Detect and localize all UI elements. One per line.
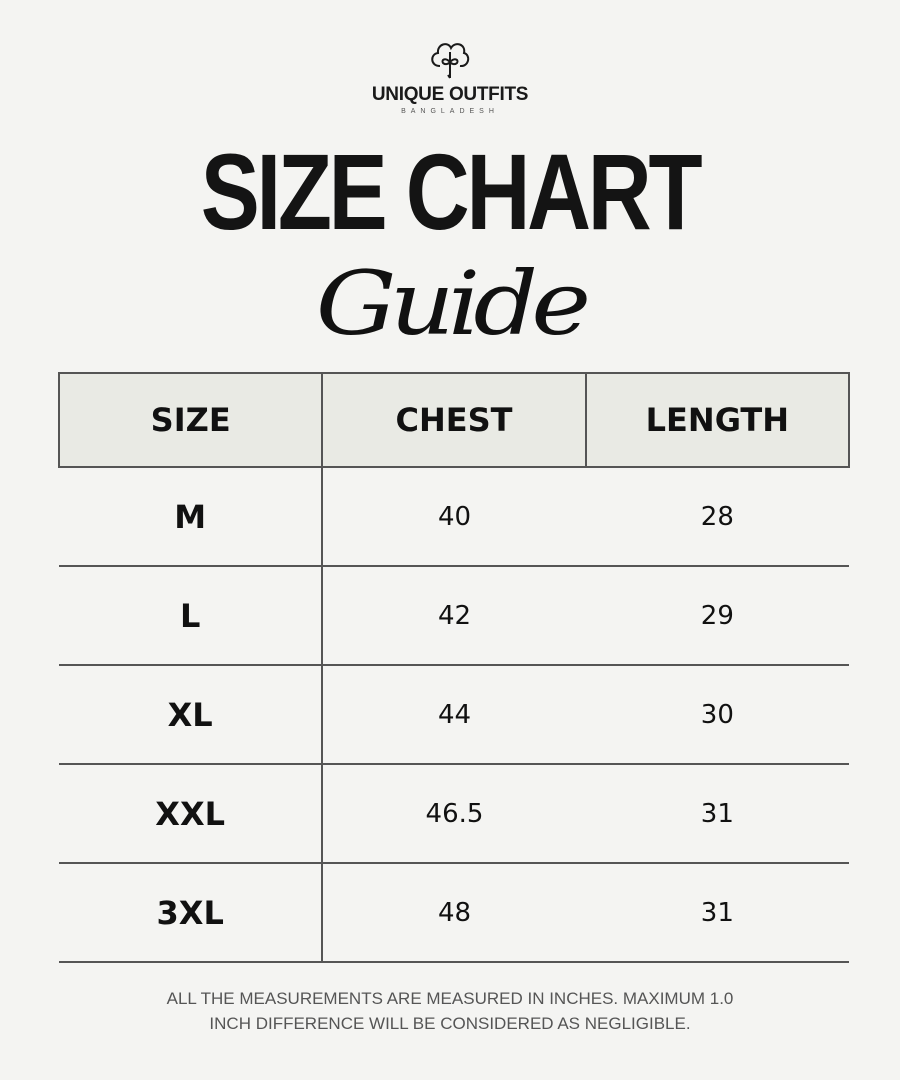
length-cell: 28 bbox=[585, 466, 849, 567]
table-header-row: SIZE CHEST LENGTH bbox=[57, 372, 851, 468]
cotton-flower-icon bbox=[431, 43, 470, 79]
page-subtitle-script: Guide bbox=[315, 252, 591, 355]
footer-line-1: ALL THE MEASUREMENTS ARE MEASURED IN INC… bbox=[166, 989, 734, 1008]
brand-logo: UNIQUE OUTFITS BANGLADESH bbox=[0, 40, 900, 116]
size-cell: M bbox=[59, 466, 324, 567]
size-table: SIZE CHEST LENGTH M 40 28 L 42 29 XL 44 30 XXL 46.… bbox=[57, 372, 851, 963]
brand-subtitle: BANGLADESH bbox=[401, 108, 499, 115]
size-cell: XXL bbox=[59, 763, 324, 864]
header-size: SIZE bbox=[57, 372, 324, 468]
table-row: L 42 29 bbox=[59, 565, 849, 666]
chest-cell: 44 bbox=[322, 664, 586, 765]
table-row: M 40 28 bbox=[59, 466, 849, 567]
brand-name: UNIQUE OUTFITS bbox=[371, 84, 529, 105]
page-title: SIZE CHART bbox=[200, 131, 703, 252]
size-cell: L bbox=[59, 565, 324, 666]
chest-cell: 42 bbox=[322, 565, 586, 666]
footer-note: ALL THE MEASUREMENTS ARE MEASURED IN INC… bbox=[0, 986, 900, 1036]
table-row: 3XL 48 31 bbox=[59, 862, 849, 963]
header-length: LENGTH bbox=[584, 372, 851, 468]
length-cell: 30 bbox=[585, 664, 849, 765]
chest-cell: 46.5 bbox=[322, 763, 586, 864]
size-cell: XL bbox=[59, 664, 324, 765]
table-row: XL 44 30 bbox=[59, 664, 849, 765]
length-cell: 31 bbox=[585, 763, 849, 864]
size-cell: 3XL bbox=[59, 862, 324, 963]
header-chest: CHEST bbox=[321, 372, 587, 468]
table-row: XXL 46.5 31 bbox=[59, 763, 849, 864]
chest-cell: 40 bbox=[322, 466, 586, 567]
chest-cell: 48 bbox=[322, 862, 586, 963]
table-body: M 40 28 L 42 29 XL 44 30 XXL 46.5 31 3XL 48 31 bbox=[59, 466, 849, 963]
length-cell: 31 bbox=[585, 862, 849, 963]
footer-line-2: INCH DIFFERENCE WILL BE CONSIDERED AS NE… bbox=[209, 1014, 691, 1033]
length-cell: 29 bbox=[585, 565, 849, 666]
